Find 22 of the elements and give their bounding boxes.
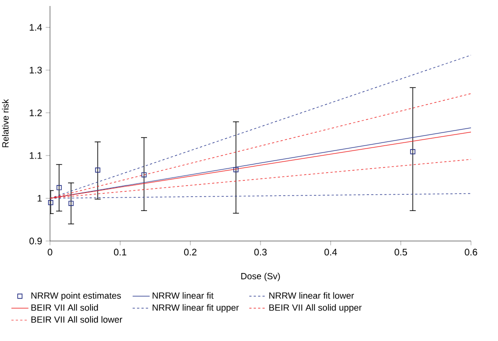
legend-label: NRRW linear fit upper: [152, 304, 239, 313]
x-tick-label: 0.4: [324, 248, 337, 256]
x-axis-title: Dose (Sv): [241, 272, 280, 282]
legend-label: NRRW linear fit lower: [269, 292, 354, 299]
legend-label: NRRW point estimates: [31, 292, 121, 301]
y-tick-label: 1.2: [30, 110, 42, 116]
x-tick-label: 0: [48, 248, 52, 256]
y-tick-label: 1.1: [30, 152, 42, 159]
y-tick-label: 1.4: [30, 24, 42, 31]
y-tick-label: 0.9: [29, 238, 42, 244]
x-tick-label: 0.2: [184, 248, 196, 256]
legend-label: BEIR VII All solid lower: [31, 316, 122, 323]
legend-label: BEIR VII All solid: [31, 304, 98, 311]
x-tick-label: 0.6: [464, 248, 478, 256]
x-tick-label: 0.1: [114, 248, 126, 256]
x-tick-label: 0.5: [394, 248, 408, 256]
legend-label: NRRW linear fit: [152, 292, 214, 299]
y-axis-title: Relative risk: [2, 99, 9, 148]
x-tick-label: 0.3: [254, 248, 267, 256]
y-tick-label: 1.3: [30, 66, 42, 74]
legend-label: BEIR VII All solid upper: [269, 304, 362, 313]
y-tick-label: 1: [38, 195, 42, 202]
